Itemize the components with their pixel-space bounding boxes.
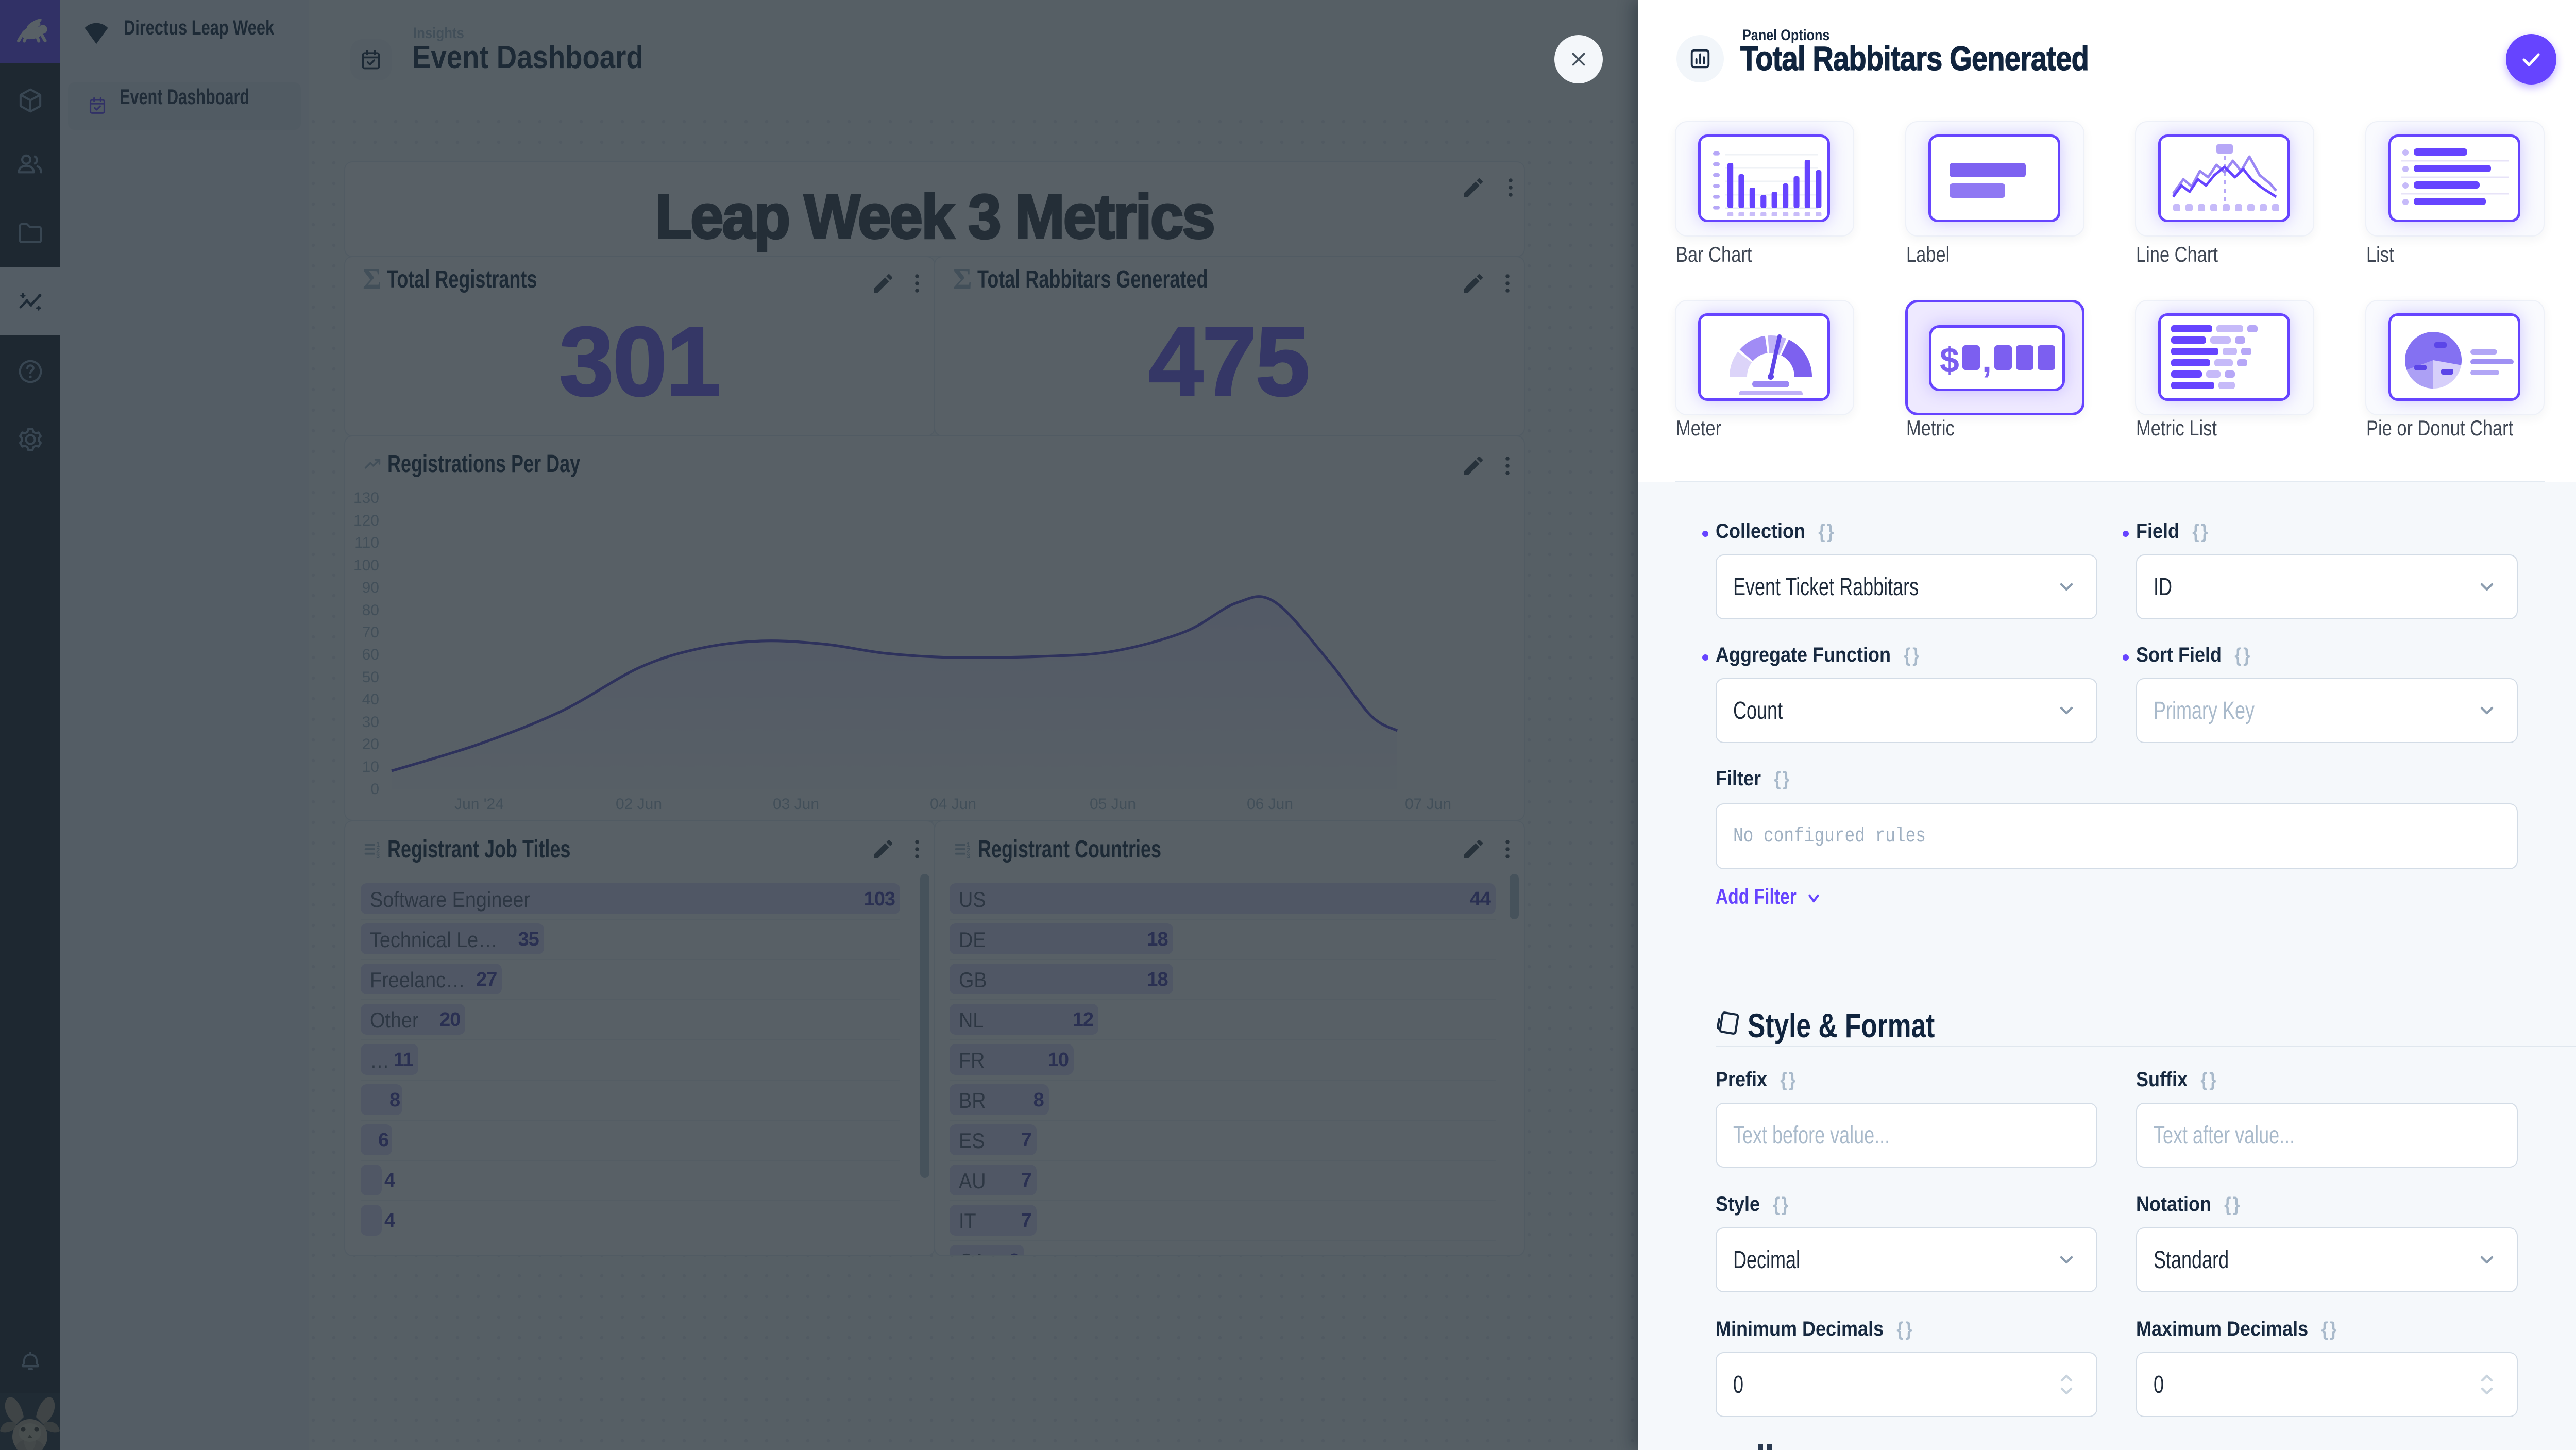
svg-text:,: , [1982,341,1992,380]
svg-text:$: $ [1940,341,1959,380]
